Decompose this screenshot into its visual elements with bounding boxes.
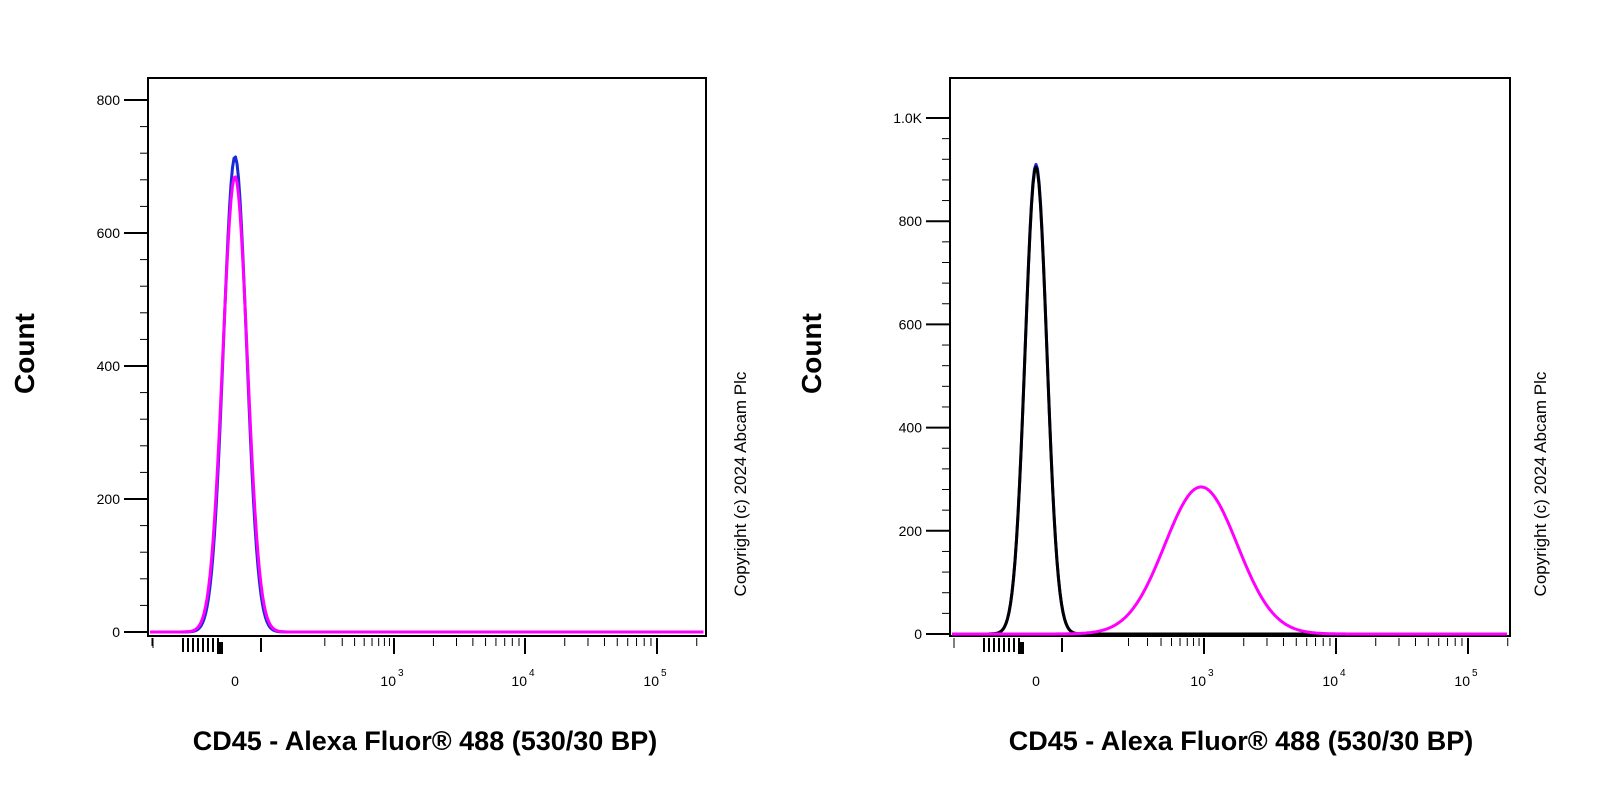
y-tick-label: 0 <box>914 626 922 642</box>
x-tick-label: 10 <box>511 673 527 689</box>
histogram-panel-1: Count 0 200 400 600 800 0 10 3 10 4 10 5 CD45 - Ale… <box>9 77 750 756</box>
y-tick-label: 200 <box>899 523 923 539</box>
plot-frame <box>147 77 707 637</box>
x-tick-label: 10 <box>1454 673 1470 689</box>
x-tick-label-0: 0 <box>1032 673 1040 689</box>
x-tick-label: 10 <box>1322 673 1338 689</box>
x-axis-label: CD45 - Alexa Fluor® 488 (530/30 BP) <box>192 726 658 756</box>
x-tick-exponent: 3 <box>1208 668 1214 679</box>
y-tick-label: 600 <box>899 316 923 332</box>
x-tick-label: 10 <box>643 673 659 689</box>
y-tick-label: 400 <box>899 420 923 436</box>
histogram-series-1 <box>952 165 1507 636</box>
histogram-series-0 <box>150 155 704 634</box>
y-tick-label: 200 <box>97 491 121 507</box>
x-tick-label-0: 0 <box>231 673 239 689</box>
x-tick-exponent: 5 <box>1472 668 1478 679</box>
histogram-series-1 <box>150 175 704 634</box>
histogram-series-2 <box>952 485 1507 636</box>
y-tick-label: 400 <box>97 358 121 374</box>
x-zero-marker <box>217 642 223 654</box>
y-tick-label: 800 <box>97 92 121 108</box>
y-tick-label: 1.0K <box>893 110 922 126</box>
copyright-notice: Copyright (c) 2024 Abcam Plc <box>731 371 750 597</box>
x-tick-label: 10 <box>380 673 396 689</box>
y-tick-label: 0 <box>112 624 120 640</box>
x-tick-exponent: 4 <box>1340 668 1346 679</box>
histogram-panel-2: Count 0 200 400 600 800 1.0K 0 10 3 10 4 10 5 CD45 -… <box>796 0 1600 800</box>
y-tick-label: 600 <box>97 225 121 241</box>
histogram-series-0 <box>952 162 1507 636</box>
copyright-notice: Copyright (c) 2024 Abcam Plc <box>1531 371 1550 597</box>
x-axis-label: CD45 - Alexa Fluor® 488 (530/30 BP) <box>1008 726 1474 756</box>
x-tick-label: 10 <box>1190 673 1206 689</box>
x-tick-exponent: 5 <box>661 668 667 679</box>
plot-frame <box>949 77 1511 637</box>
x-tick-exponent: 3 <box>398 668 404 679</box>
y-tick-label: 800 <box>899 213 923 229</box>
x-zero-marker <box>1018 642 1024 654</box>
x-tick-exponent: 4 <box>529 668 535 679</box>
